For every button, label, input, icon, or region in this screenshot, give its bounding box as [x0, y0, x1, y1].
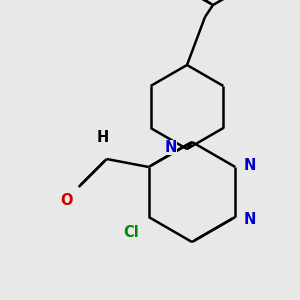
Text: H: H	[97, 130, 109, 145]
Text: N: N	[243, 158, 256, 172]
Text: O: O	[60, 193, 73, 208]
Text: Cl: Cl	[123, 225, 139, 240]
Text: N: N	[243, 212, 256, 226]
Text: N: N	[165, 140, 177, 154]
